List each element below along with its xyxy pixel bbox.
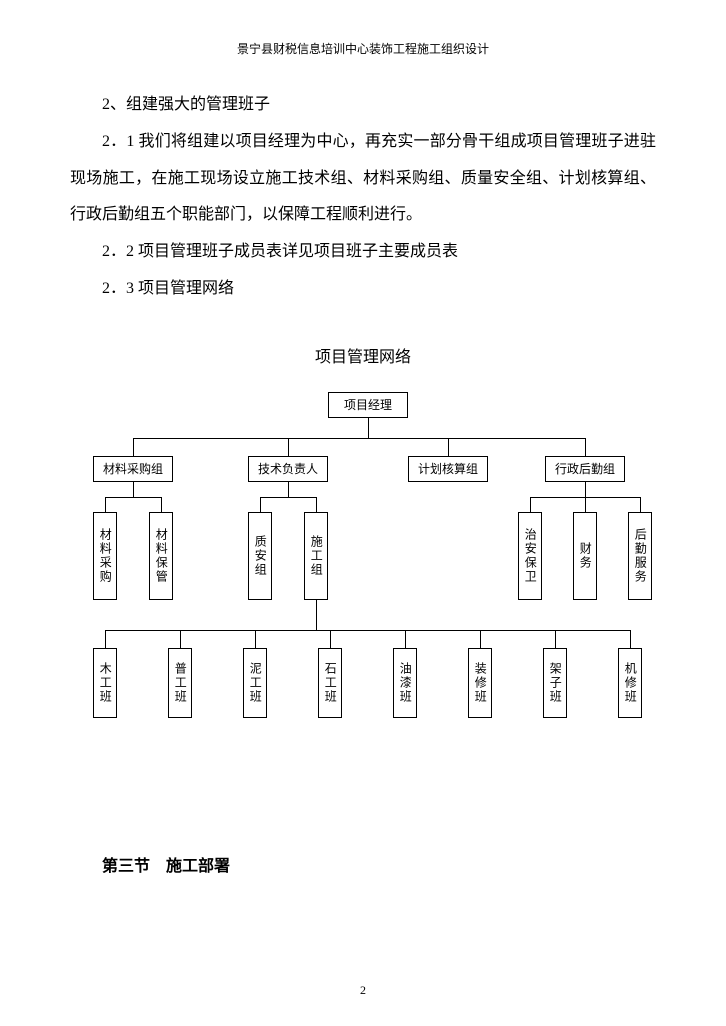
connector	[161, 497, 162, 512]
org-chart: 项目经理 材料采购组 技术负责人 计划核算组 行政后勤组 材料采购 材料保管 质…	[83, 392, 643, 782]
node-l4-3: 石工班	[318, 648, 342, 718]
node-l2-0: 材料采购组	[93, 456, 173, 482]
node-l3-right-2: 后勤服务	[628, 512, 652, 600]
section-heading: 第三节 施工部署	[70, 852, 656, 876]
connector	[288, 482, 289, 497]
connector	[105, 497, 161, 498]
node-l3-right-1: 财务	[573, 512, 597, 600]
connector	[255, 630, 256, 648]
node-l2-1: 技术负责人	[248, 456, 328, 482]
connector	[368, 418, 369, 438]
node-l4-2: 泥工班	[243, 648, 267, 718]
connector	[630, 630, 631, 648]
paragraph-4: 2．3 项目管理网络	[70, 271, 656, 308]
node-root: 项目经理	[328, 392, 408, 418]
node-l3-right-0: 治安保卫	[518, 512, 542, 600]
connector	[180, 630, 181, 648]
connector	[288, 438, 289, 456]
paragraph-2: 2．1 我们将组建以项目经理为中心，再充实一部分骨干组成项目管理班子进驻现场施工…	[70, 124, 656, 234]
paragraph-1: 2、组建强大的管理班子	[70, 87, 656, 124]
node-l3-mid-0: 质安组	[248, 512, 272, 600]
node-l4-7: 机修班	[618, 648, 642, 718]
node-l3-left-1: 材料保管	[149, 512, 173, 600]
connector	[585, 482, 586, 497]
node-l2-2: 计划核算组	[408, 456, 488, 482]
connector	[105, 630, 630, 631]
node-l4-6: 架子班	[543, 648, 567, 718]
connector	[448, 438, 449, 456]
connector	[585, 497, 586, 512]
node-l3-left-0: 材料采购	[93, 512, 117, 600]
connector	[640, 497, 641, 512]
body-text: 2、组建强大的管理班子 2．1 我们将组建以项目经理为中心，再充实一部分骨干组成…	[70, 87, 656, 308]
connector	[555, 630, 556, 648]
node-l4-5: 装修班	[468, 648, 492, 718]
connector	[316, 497, 317, 512]
connector	[530, 497, 531, 512]
connector	[133, 482, 134, 497]
connector	[316, 600, 317, 630]
connector	[105, 630, 106, 648]
node-l4-4: 油漆班	[393, 648, 417, 718]
connector	[133, 438, 134, 456]
connector	[405, 630, 406, 648]
connector	[480, 630, 481, 648]
node-l2-3: 行政后勤组	[545, 456, 625, 482]
connector	[133, 438, 586, 439]
connector	[585, 438, 586, 456]
node-l4-0: 木工班	[93, 648, 117, 718]
node-l3-mid-1: 施工组	[304, 512, 328, 600]
chart-title: 项目管理网络	[70, 343, 656, 367]
node-l4-1: 普工班	[168, 648, 192, 718]
page-header: 景宁县财税信息培训中心装饰工程施工组织设计	[70, 40, 656, 57]
connector	[330, 630, 331, 648]
page-number: 2	[0, 983, 726, 998]
connector	[105, 497, 106, 512]
connector	[260, 497, 316, 498]
connector	[260, 497, 261, 512]
paragraph-3: 2．2 项目管理班子成员表详见项目班子主要成员表	[70, 234, 656, 271]
